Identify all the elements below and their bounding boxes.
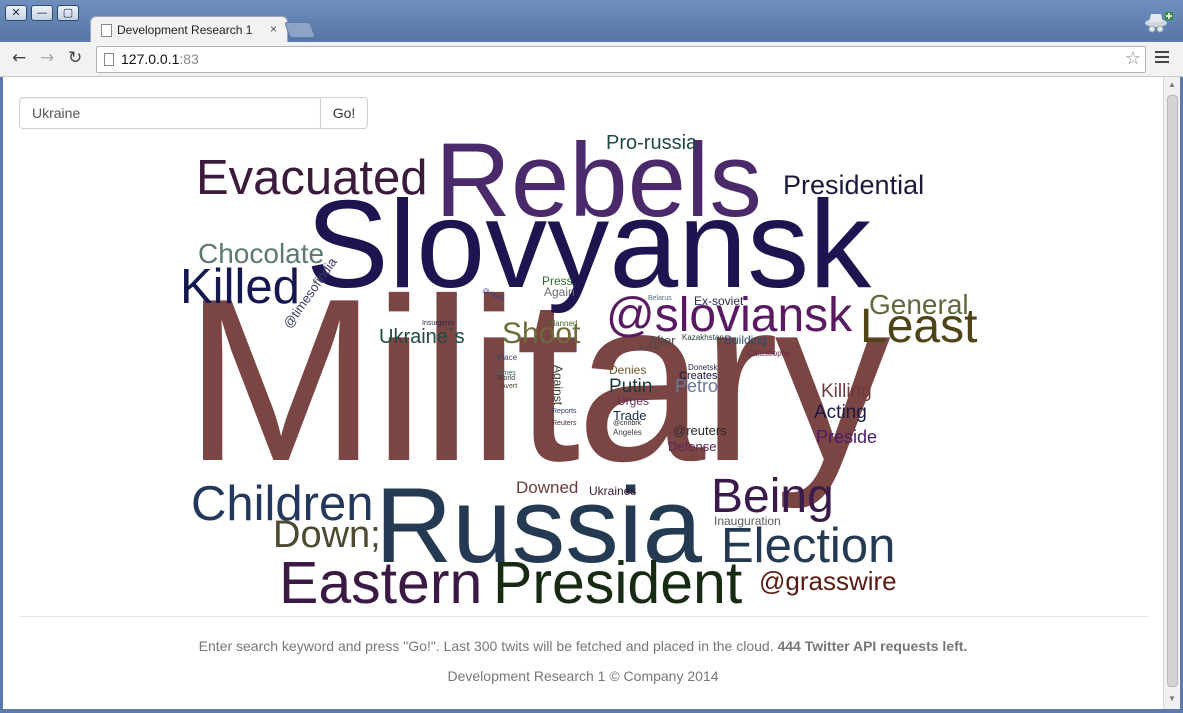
- footer-info: Enter search keyword and press "Go!". La…: [198, 638, 968, 654]
- browser-toolbar: ← → ↻ 127.0.0.1:83 ☆: [0, 42, 1183, 77]
- cloud-word: Again: [544, 285, 575, 299]
- cloud-word: Creates: [679, 370, 718, 382]
- address-bar[interactable]: 127.0.0.1:83 ☆: [96, 46, 1146, 73]
- forward-button[interactable]: →: [40, 48, 55, 68]
- cloud-word: Urges: [617, 394, 650, 408]
- cloud-word: Russia: [375, 465, 703, 585]
- cloud-word: Pro-russia: [606, 132, 698, 154]
- cloud-word: Shoot: [502, 317, 581, 350]
- back-button[interactable]: ←: [12, 48, 27, 68]
- cloud-word: Acting: [814, 402, 867, 423]
- cloud-word: Petro: [675, 376, 719, 396]
- cloud-word: Events: [639, 345, 661, 352]
- cloud-word: Belarus: [648, 295, 672, 302]
- cloud-word: Defense: [668, 439, 717, 454]
- cloud-word: Kazakhstan: [682, 333, 724, 342]
- cloud-word: Downed: [516, 478, 579, 497]
- divider: [19, 616, 1149, 617]
- tab-close-icon[interactable]: ×: [269, 22, 277, 36]
- page-viewport: Go! Military Slovyansk Rebels Russia Eva…: [3, 77, 1163, 709]
- cloud-word: President: [493, 550, 743, 616]
- cloud-word: General: [869, 289, 969, 320]
- bookmark-star-icon[interactable]: ☆: [1124, 48, 1141, 69]
- page-icon: [104, 53, 114, 66]
- requests-left: 444 Twitter API requests left.: [777, 638, 968, 654]
- copyright: Development Research 1 © Company 2014: [447, 668, 719, 684]
- cloud-word: Evacuated: [196, 151, 428, 205]
- go-button[interactable]: Go!: [320, 97, 368, 129]
- search-input[interactable]: [19, 97, 321, 129]
- url-text: 127.0.0.1:83: [121, 51, 199, 67]
- scroll-down-icon[interactable]: ▼: [1168, 694, 1176, 703]
- cloud-word: Denies: [609, 363, 647, 377]
- cloud-word: Ukraine`s: [379, 326, 465, 348]
- cloud-word: @grasswire: [759, 566, 897, 596]
- cloud-word: Slovyansk: [306, 176, 872, 314]
- cloud-word: Being: [711, 470, 834, 523]
- cloud-word: Preside: [816, 427, 878, 447]
- cloud-word: Catastrophe: [747, 349, 791, 358]
- page-icon: [101, 24, 112, 37]
- cloud-word: Killing: [821, 381, 872, 402]
- cloud-word: Killed: [180, 260, 300, 314]
- title-bar: ✕ — ▢ Development Research 1 ×: [0, 0, 1183, 43]
- cloud-word: Children: [191, 477, 374, 531]
- cloud-word: @sloviansk: [606, 289, 853, 342]
- minimize-window-button[interactable]: —: [31, 5, 53, 21]
- cloud-word: Inauguration: [714, 514, 781, 528]
- scroll-thumb[interactable]: [1167, 95, 1178, 687]
- cloud-word: Presidential: [783, 170, 925, 200]
- cloud-word: Least: [860, 300, 978, 353]
- cloud-word: Ex-soviet: [694, 294, 744, 308]
- cloud-word: Building: [724, 333, 767, 347]
- search-form: Go!: [19, 97, 368, 129]
- cloud-word: World: [497, 375, 516, 382]
- cloud-word: Reuters: [552, 420, 577, 427]
- word-cloud: Military Slovyansk Rebels Russia Evacuat…: [3, 77, 1163, 617]
- cloud-word: Insurgents: [422, 320, 455, 327]
- cloud-word: Trade: [613, 408, 647, 423]
- cloud-word: Chocolate: [198, 238, 325, 269]
- menu-icon[interactable]: [1155, 51, 1169, 65]
- cloud-word: Against: [551, 365, 565, 406]
- vertical-scrollbar[interactable]: ▲ ▼: [1163, 77, 1180, 709]
- scroll-up-icon[interactable]: ▲: [1168, 80, 1176, 89]
- cloud-word: Press: [542, 274, 573, 288]
- cloud-word: After: [648, 333, 676, 348]
- cloud-word: @cnnbrk: [613, 420, 642, 427]
- cloud-word: Reports: [552, 408, 577, 415]
- new-tab-button[interactable]: [284, 22, 316, 38]
- maximize-window-button[interactable]: ▢: [57, 5, 79, 21]
- close-window-button[interactable]: ✕: [5, 5, 27, 21]
- incognito-icon: [1145, 12, 1173, 33]
- cloud-word: Planned: [548, 319, 578, 328]
- cloud-word: Rebels: [435, 122, 762, 239]
- tab-title: Development Research 1: [117, 23, 253, 37]
- cloud-word: @reuters: [673, 423, 727, 438]
- cloud-word: Military: [184, 251, 891, 510]
- browser-tab[interactable]: Development Research 1 ×: [90, 16, 288, 43]
- cloud-word: Down;: [273, 514, 381, 556]
- cloud-word: Times: [497, 370, 516, 377]
- cloud-word: Avert: [501, 383, 518, 390]
- cloud-word: Eastern: [279, 550, 483, 616]
- reload-button[interactable]: ↻: [68, 48, 83, 68]
- cloud-word: Election: [721, 519, 896, 573]
- cloud-word: Putin: [609, 376, 653, 397]
- cloud-word: Ukraines: [589, 484, 637, 498]
- cloud-word: Donetsk: [688, 363, 718, 372]
- cloud-word: Place: [497, 353, 518, 362]
- cloud-word: Angeles: [613, 428, 642, 437]
